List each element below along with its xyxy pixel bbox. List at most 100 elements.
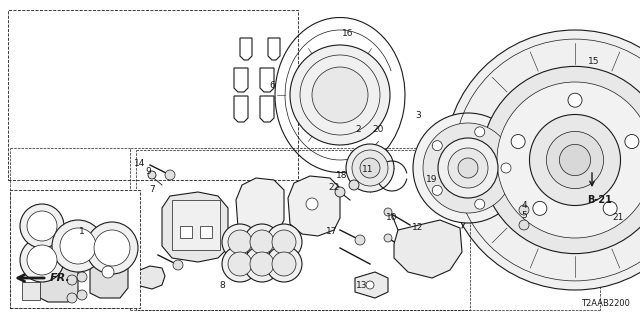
Circle shape — [423, 123, 513, 213]
Bar — [180, 226, 192, 238]
Bar — [200, 226, 212, 238]
Polygon shape — [288, 176, 340, 236]
Circle shape — [413, 113, 523, 223]
Circle shape — [67, 293, 77, 303]
Text: 16: 16 — [342, 29, 354, 38]
Circle shape — [366, 281, 374, 289]
Circle shape — [448, 148, 488, 188]
Text: 22: 22 — [328, 183, 340, 193]
Text: 20: 20 — [372, 125, 384, 134]
Bar — [22, 282, 40, 300]
Circle shape — [222, 246, 258, 282]
Circle shape — [86, 222, 138, 274]
Circle shape — [222, 224, 258, 260]
Circle shape — [475, 199, 484, 209]
Text: 10: 10 — [387, 213, 397, 222]
Circle shape — [445, 30, 640, 290]
Circle shape — [533, 201, 547, 215]
Circle shape — [244, 246, 280, 282]
Circle shape — [497, 82, 640, 238]
Circle shape — [432, 141, 442, 151]
Circle shape — [266, 224, 302, 260]
Circle shape — [250, 230, 274, 254]
Circle shape — [228, 230, 252, 254]
Polygon shape — [355, 272, 388, 298]
Circle shape — [27, 245, 57, 275]
Polygon shape — [137, 266, 165, 289]
Circle shape — [559, 144, 591, 176]
Text: 4: 4 — [521, 201, 527, 210]
Circle shape — [148, 171, 156, 179]
Circle shape — [77, 290, 87, 300]
Circle shape — [77, 272, 87, 282]
Circle shape — [20, 238, 64, 282]
Circle shape — [625, 134, 639, 148]
Polygon shape — [178, 212, 198, 228]
Text: 14: 14 — [134, 158, 146, 167]
Circle shape — [102, 266, 114, 278]
Text: 7: 7 — [149, 186, 155, 195]
Circle shape — [335, 187, 345, 197]
Text: 8: 8 — [219, 281, 225, 290]
Circle shape — [306, 198, 318, 210]
Circle shape — [250, 252, 274, 276]
Bar — [8, 10, 298, 180]
Circle shape — [228, 252, 252, 276]
Circle shape — [165, 170, 175, 180]
Text: 1: 1 — [79, 228, 85, 236]
Circle shape — [568, 93, 582, 107]
Circle shape — [519, 205, 529, 215]
Circle shape — [438, 138, 498, 198]
Circle shape — [244, 224, 280, 260]
Polygon shape — [28, 246, 82, 307]
Circle shape — [94, 230, 130, 266]
Circle shape — [20, 204, 64, 248]
Circle shape — [529, 115, 621, 205]
Text: 12: 12 — [412, 223, 424, 233]
Circle shape — [346, 144, 394, 192]
Circle shape — [27, 211, 57, 241]
Text: 11: 11 — [362, 165, 374, 174]
Polygon shape — [162, 192, 228, 262]
Circle shape — [501, 163, 511, 173]
Text: 15: 15 — [588, 58, 600, 67]
Circle shape — [52, 220, 104, 272]
Polygon shape — [82, 244, 134, 306]
Text: 19: 19 — [426, 175, 438, 185]
Text: 9: 9 — [145, 167, 151, 177]
Circle shape — [384, 208, 392, 216]
Text: 5: 5 — [521, 211, 527, 220]
Circle shape — [266, 246, 302, 282]
Circle shape — [475, 127, 484, 137]
Polygon shape — [90, 250, 128, 298]
Circle shape — [272, 252, 296, 276]
Text: 21: 21 — [612, 213, 624, 222]
Polygon shape — [394, 220, 462, 278]
Text: 6: 6 — [269, 81, 275, 90]
Circle shape — [481, 66, 640, 253]
Circle shape — [439, 185, 447, 193]
Circle shape — [312, 67, 368, 123]
Circle shape — [360, 158, 380, 178]
Circle shape — [603, 201, 617, 215]
Circle shape — [432, 185, 442, 195]
Circle shape — [384, 234, 392, 242]
Text: 2: 2 — [355, 125, 361, 134]
Text: 18: 18 — [336, 171, 348, 180]
Circle shape — [272, 230, 296, 254]
Polygon shape — [40, 255, 78, 302]
Text: 13: 13 — [356, 281, 368, 290]
Circle shape — [60, 228, 96, 264]
Circle shape — [519, 220, 529, 230]
Text: FR.: FR. — [50, 273, 71, 283]
Circle shape — [352, 150, 388, 186]
Circle shape — [290, 45, 390, 145]
Circle shape — [458, 158, 478, 178]
Text: T2AAB2200: T2AAB2200 — [581, 299, 630, 308]
Text: 17: 17 — [326, 228, 338, 236]
Circle shape — [173, 260, 183, 270]
Bar — [172, 200, 220, 250]
Bar — [130, 148, 470, 310]
Text: 3: 3 — [415, 110, 421, 119]
Text: B-21: B-21 — [588, 195, 612, 205]
